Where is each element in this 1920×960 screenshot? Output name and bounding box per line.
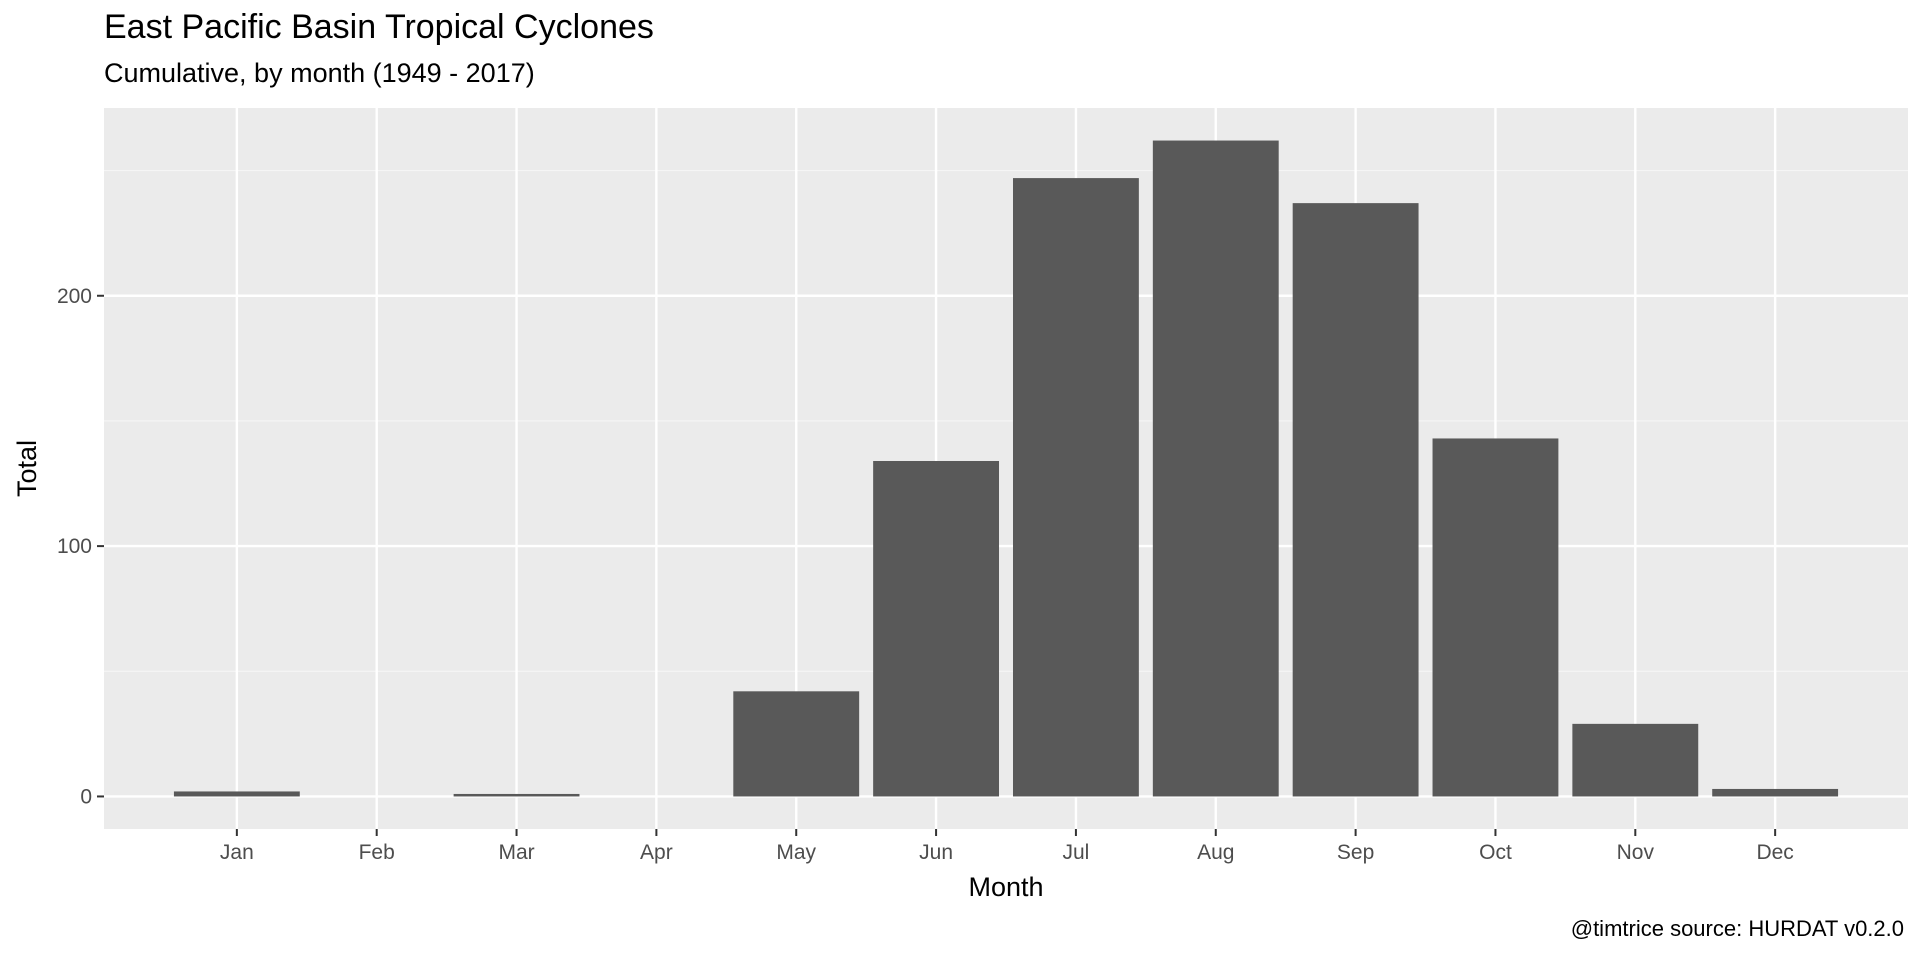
bar-aug bbox=[1152, 140, 1279, 797]
grid-minor bbox=[104, 169, 1908, 672]
x-tick-label: May bbox=[776, 841, 816, 864]
bar-mar bbox=[453, 793, 580, 797]
x-axis-title: Month bbox=[968, 872, 1043, 902]
x-axis-ticks: Jan Feb Mar Apr May Jun Jul Aug Sep Oct Nov Dec bbox=[220, 829, 1794, 864]
bar-sep bbox=[1292, 203, 1419, 797]
chart-title: East Pacific Basin Tropical Cyclones bbox=[104, 8, 654, 46]
plot-panel bbox=[104, 108, 1908, 829]
y-tick-label: 200 bbox=[57, 285, 92, 308]
bar-oct bbox=[1432, 438, 1559, 797]
bar-jun bbox=[873, 460, 1000, 797]
x-tick-label: Nov bbox=[1617, 841, 1655, 864]
bar-dec bbox=[1712, 788, 1839, 797]
bars bbox=[173, 140, 1839, 797]
bar-jul bbox=[1012, 178, 1139, 797]
y-axis-ticks: 0 100 200 bbox=[57, 285, 104, 808]
x-tick-label: Aug bbox=[1197, 841, 1234, 864]
x-tick-label: Feb bbox=[359, 841, 395, 864]
bar-may bbox=[733, 691, 860, 797]
bar-nov bbox=[1572, 723, 1699, 797]
x-tick-label: Jun bbox=[919, 841, 953, 864]
x-tick-label: Mar bbox=[498, 841, 534, 864]
chart-caption: @timtrice source: HURDAT v0.2.0 bbox=[1570, 916, 1904, 941]
x-tick-label: Apr bbox=[640, 841, 673, 864]
y-tick-label: 100 bbox=[57, 535, 92, 558]
y-axis-title: Total bbox=[12, 440, 42, 497]
x-tick-label: Jan bbox=[220, 841, 254, 864]
bar-jan bbox=[173, 791, 300, 797]
x-tick-label: Jul bbox=[1062, 841, 1089, 864]
chart-subtitle: Cumulative, by month (1949 - 2017) bbox=[104, 58, 535, 88]
y-tick-label: 0 bbox=[80, 785, 92, 808]
x-tick-label: Dec bbox=[1756, 841, 1793, 864]
x-tick-label: Sep bbox=[1337, 841, 1374, 864]
x-tick-label: Oct bbox=[1479, 841, 1512, 864]
